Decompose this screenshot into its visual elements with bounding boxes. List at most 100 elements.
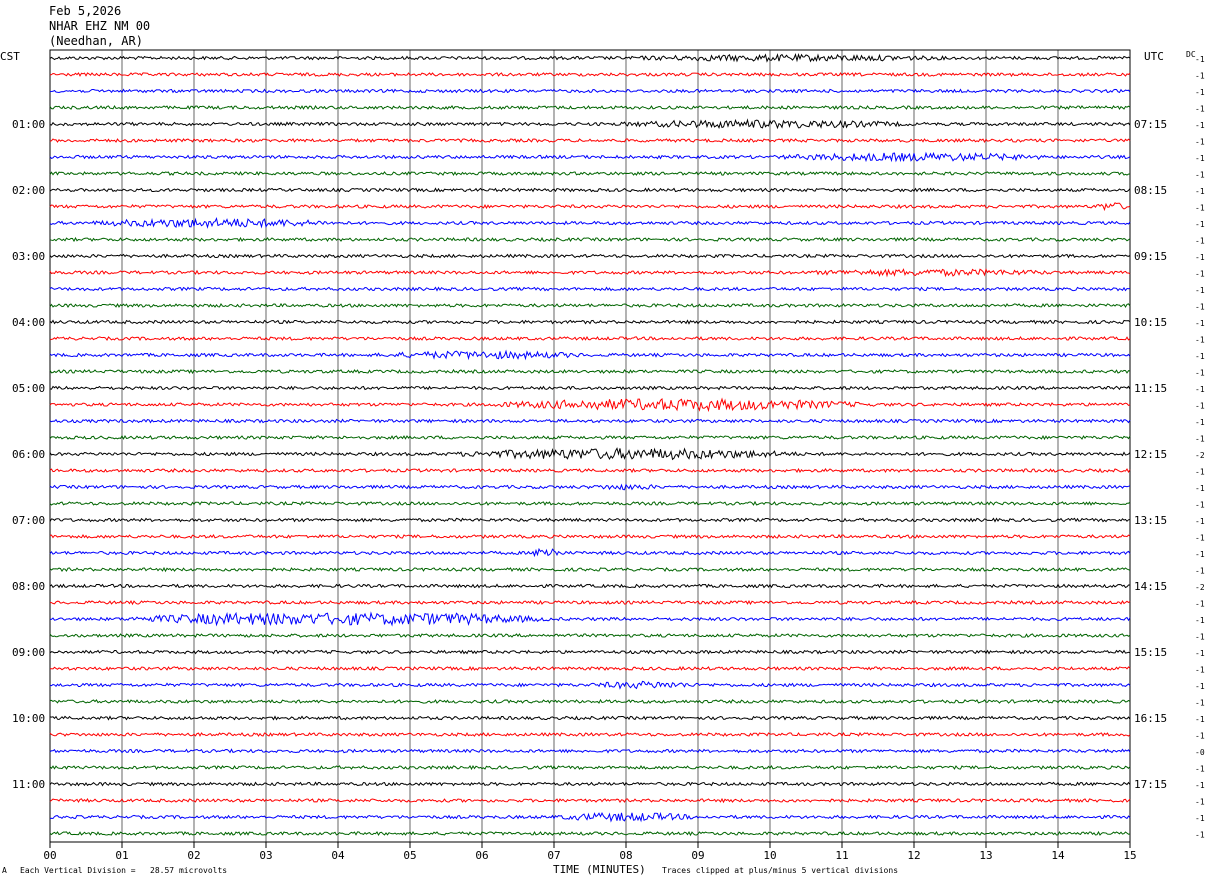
dc-offset-label: -1: [1195, 715, 1205, 724]
x-tick-label: 03: [259, 849, 272, 862]
x-tick-label: 11: [835, 849, 848, 862]
trace-row: [49, 811, 1131, 823]
dc-offset-label: -1: [1195, 369, 1205, 378]
dc-offset-label: -1: [1195, 616, 1205, 625]
dc-offset-label: -1: [1195, 484, 1205, 493]
utc-time-label: 15:15: [1134, 646, 1167, 659]
dc-offset-label: -1: [1195, 765, 1205, 774]
station-code: NHAR EHZ NM 00: [49, 19, 151, 33]
trace-row: [49, 267, 1131, 278]
dc-offset-labels: -1 -1 -1 -1 -1 -1 -1 -1 -1 -1 -1 -1 -1 -1 -1 -1 -1 -1 -1 -1…: [1195, 55, 1205, 840]
trace-row: [49, 830, 1131, 837]
dc-offset-label: -1: [1195, 303, 1205, 312]
trace-row: [49, 435, 1131, 441]
plot-date: Feb 5,2026: [49, 4, 122, 18]
dc-offset-label: -2: [1195, 583, 1205, 592]
dc-offset-label: -1: [1195, 220, 1205, 229]
dc-offset-label: -1: [1195, 286, 1205, 295]
trace-row: [49, 517, 1131, 523]
utc-time-label: 14:15: [1134, 580, 1167, 593]
dc-offset-label: -1: [1195, 121, 1205, 130]
dc-offset-label: -1: [1195, 187, 1205, 196]
trace-row: [49, 253, 1131, 259]
dc-offset-label: -1: [1195, 55, 1205, 64]
x-tick-label: 01: [115, 849, 128, 862]
dc-offset-label: -1: [1195, 88, 1205, 97]
dc-offset-label: -1: [1195, 550, 1205, 559]
x-tick-label: 15: [1123, 849, 1136, 862]
trace-row: [49, 483, 1131, 491]
utc-time-label: 13:15: [1134, 514, 1167, 527]
cst-time-label: 11:00: [12, 778, 45, 791]
dc-offset-label: -0: [1195, 748, 1205, 757]
trace-row: [49, 418, 1131, 424]
dc-offset-label: -1: [1195, 798, 1205, 807]
trace-row: [49, 566, 1131, 573]
dc-offset-label: -1: [1195, 567, 1205, 576]
trace-row: [49, 368, 1131, 375]
trace-row: [49, 319, 1131, 325]
utc-time-label: 16:15: [1134, 712, 1167, 725]
x-tick-label: 05: [403, 849, 416, 862]
trace-row: [49, 236, 1131, 243]
x-tick-label: 07: [547, 849, 560, 862]
x-tick-label: 08: [619, 849, 632, 862]
trace-row: [49, 216, 1131, 229]
cst-time-label: 05:00: [12, 382, 45, 395]
dc-offset-label: -1: [1195, 418, 1205, 427]
trace-row: [49, 633, 1131, 638]
cst-time-label: 04:00: [12, 316, 45, 329]
trace-row: [49, 611, 1131, 627]
utc-time-label: 08:15: [1134, 184, 1167, 197]
dc-offset-label: -1: [1195, 633, 1205, 642]
cst-time-label: 02:00: [12, 184, 45, 197]
x-tick-label: 10: [763, 849, 776, 862]
cst-time-label: 09:00: [12, 646, 45, 659]
trace-row: [50, 599, 1131, 606]
trace-row: [49, 349, 1131, 361]
dc-offset-label: -1: [1195, 352, 1205, 361]
trace-row: [49, 170, 1131, 177]
x-tick-label: 02: [187, 849, 200, 862]
cst-time-labels: 01:00 02:00 03:00 04:00 05:00 06:00 07:00 08:00…: [12, 118, 45, 791]
dc-offset-label: -1: [1195, 600, 1205, 609]
corner-mark: A: [2, 866, 7, 875]
x-tick-label: 13: [979, 849, 992, 862]
cst-time-label: 06:00: [12, 448, 45, 461]
trace-row: [49, 500, 1131, 506]
trace-row: [49, 385, 1131, 391]
trace-row: [49, 53, 1131, 63]
trace-row: [49, 583, 1130, 589]
dc-offset-label: -1: [1195, 468, 1205, 477]
trace-row: [49, 151, 1131, 163]
utc-time-label: 11:15: [1134, 382, 1167, 395]
trace-row: [49, 781, 1131, 787]
dc-axis-title: DC: [1186, 50, 1196, 59]
trace-row: [49, 187, 1131, 193]
dc-offset-label: -1: [1195, 682, 1205, 691]
seismic-traces: [49, 53, 1131, 837]
trace-row: [49, 715, 1131, 721]
cst-axis-title: CST: [0, 50, 20, 63]
cst-time-label: 03:00: [12, 250, 45, 263]
dc-offset-label: -1: [1195, 666, 1205, 675]
clip-note: Traces clipped at plus/minus 5 vertical …: [662, 866, 899, 875]
trace-row: [49, 731, 1131, 737]
cst-time-label: 08:00: [12, 580, 45, 593]
dc-offset-label: -1: [1195, 171, 1205, 180]
utc-time-label: 09:15: [1134, 250, 1167, 263]
dc-offset-label: -1: [1195, 501, 1205, 510]
dc-offset-label: -1: [1195, 154, 1205, 163]
minute-gridlines: [121, 50, 1059, 842]
trace-row: [49, 467, 1131, 474]
dc-offset-label: -2: [1195, 451, 1205, 460]
dc-offset-label: -1: [1195, 237, 1205, 246]
dc-offset-label: -1: [1195, 517, 1205, 526]
utc-time-label: 12:15: [1134, 448, 1167, 461]
dc-offset-label: -1: [1195, 814, 1205, 823]
utc-axis-title: UTC: [1144, 50, 1164, 63]
dc-offset-label: -1: [1195, 385, 1205, 394]
trace-row: [49, 547, 1131, 558]
utc-time-labels: 07:15 08:15 09:15 10:15 11:15 12:15 13:15 14:15…: [1134, 118, 1167, 791]
